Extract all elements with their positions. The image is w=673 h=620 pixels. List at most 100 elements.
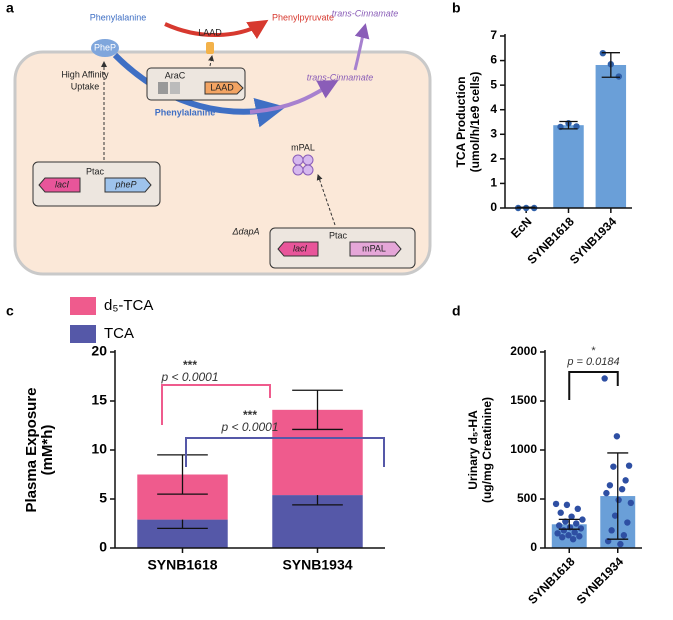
data-point — [618, 486, 626, 493]
data-point — [620, 532, 628, 539]
y-tick-label: 1 — [490, 176, 497, 190]
data-point — [574, 505, 581, 512]
y-tick-label: 2000 — [510, 344, 537, 358]
data-point — [617, 540, 624, 548]
y-tick-label: 3 — [490, 126, 497, 140]
label: Ptac — [329, 230, 348, 240]
label: trans-Cinnamate — [332, 8, 399, 18]
y-tick-label: 1000 — [510, 442, 537, 456]
annotation: p < 0.0001 — [220, 420, 278, 434]
data-point — [565, 532, 572, 539]
label: High Affinity — [61, 69, 109, 79]
data-point — [569, 535, 577, 543]
data-point — [610, 463, 617, 470]
y-axis-label: TCA Production — [454, 77, 468, 168]
label: ΔdapA — [231, 226, 259, 236]
data-point — [560, 527, 568, 534]
y-tick-label: 10 — [91, 441, 107, 457]
phep-transporter — [91, 39, 119, 57]
y-axis-label: (umol/h/1e9 cells) — [468, 72, 482, 173]
label: mPAL — [362, 243, 386, 253]
y-tick-label: 5 — [490, 77, 497, 91]
annotation: p < 0.0001 — [160, 370, 218, 384]
data-point — [615, 496, 622, 504]
y-tick-label: 4 — [490, 102, 497, 116]
label: Phenylalanine — [90, 12, 147, 22]
x-tick-label: SYNB1934 — [567, 214, 620, 267]
data-point — [577, 525, 585, 532]
bracket — [161, 384, 271, 425]
data-point — [571, 529, 578, 536]
data-point — [611, 512, 619, 519]
data-point — [555, 522, 563, 529]
plasmid — [269, 227, 416, 269]
y-tick-label: 2 — [490, 151, 497, 165]
bar — [595, 64, 627, 208]
data-point — [573, 520, 580, 527]
bar — [553, 125, 584, 208]
cell — [13, 50, 432, 276]
panel-label: a — [6, 0, 14, 16]
x-tick-label: SYNB1618 — [147, 557, 217, 573]
bracket — [185, 437, 385, 467]
label: Uptake — [71, 81, 100, 91]
y-tick-label: 0 — [99, 539, 107, 555]
label: Ptac — [86, 166, 105, 176]
plasmid — [32, 161, 161, 207]
data-point — [563, 501, 571, 509]
data-point — [568, 513, 575, 520]
annotation: p = 0.0184 — [566, 356, 619, 368]
y-tick-label: 0 — [490, 200, 497, 214]
label: Phenylpyruvate — [272, 12, 334, 22]
label: trans-Cinnamate — [307, 72, 374, 82]
data-point — [559, 534, 566, 541]
data-point — [557, 509, 564, 516]
data-point — [622, 477, 629, 484]
export-arrow — [353, 23, 370, 71]
x-tick-label: EcN — [508, 214, 534, 240]
label: lacI — [55, 179, 70, 189]
y-axis-label: (mM*h) — [39, 425, 56, 476]
data-point — [615, 73, 623, 80]
annotation: * — [591, 345, 596, 357]
laad-protein — [206, 42, 214, 54]
y-tick-label: 5 — [99, 490, 107, 506]
label: LAAD — [198, 27, 222, 37]
x-tick-label: SYNB1934 — [574, 554, 627, 607]
label: Phenylalanine — [155, 107, 216, 117]
label: pheP — [114, 179, 136, 189]
x-tick-label: SYNB1618 — [525, 554, 578, 607]
legend-swatch — [70, 297, 96, 315]
y-tick-label: 0 — [530, 540, 537, 554]
data-point — [552, 500, 560, 508]
data-point — [624, 519, 631, 526]
legend-label: TCA — [104, 325, 134, 342]
y-tick-label: 500 — [517, 491, 537, 505]
data-point — [573, 123, 580, 130]
diagram: Phenylalanine PheP LAAD Phenylpyruvate t… — [13, 8, 432, 276]
panel-label: b — [452, 0, 461, 16]
label: AraC — [165, 70, 186, 80]
label: lacI — [293, 243, 308, 253]
y-tick-label: 1500 — [510, 393, 537, 407]
y-axis-label: (ug/mg Creatinine) — [480, 397, 494, 503]
y-tick-label: 7 — [490, 28, 497, 42]
mpal-arrow — [249, 80, 339, 114]
data-point — [601, 375, 608, 382]
data-point — [603, 489, 610, 497]
data-point — [627, 499, 635, 507]
annotation: *** — [183, 358, 197, 372]
bracket — [568, 371, 619, 400]
y-tick-label: 15 — [91, 392, 107, 408]
laad-arrow — [164, 19, 269, 40]
y-tick-label: 20 — [91, 343, 107, 359]
legend-swatch — [70, 325, 96, 343]
panel-label: c — [6, 303, 14, 319]
data-point — [625, 462, 633, 469]
label: PheP — [94, 42, 116, 52]
data-point — [579, 516, 586, 523]
label: mPAL — [291, 142, 315, 152]
data-point — [554, 530, 561, 537]
legend-label: d₅-TCA — [104, 297, 153, 314]
